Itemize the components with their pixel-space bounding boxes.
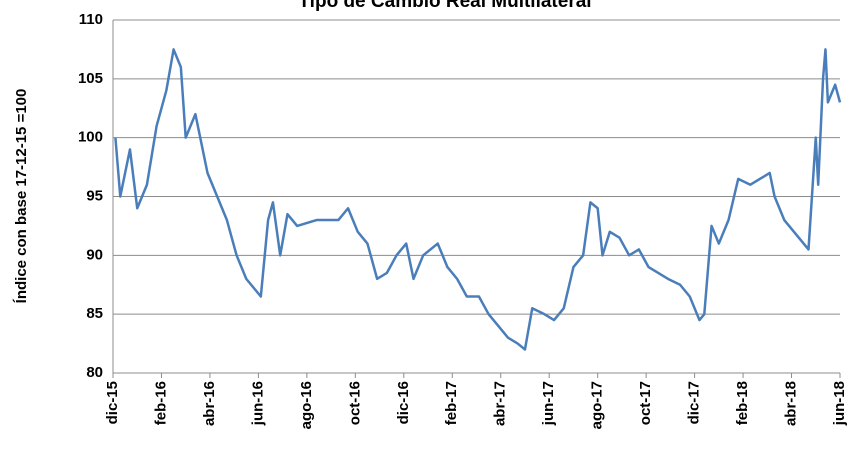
x-tick-label: ago-17 bbox=[589, 381, 606, 429]
x-tick-label: dic-15 bbox=[104, 381, 121, 424]
x-tick-label: abr-16 bbox=[201, 381, 218, 426]
x-tick-label: abr-17 bbox=[492, 381, 509, 426]
x-tick-label: dic-17 bbox=[686, 381, 703, 424]
x-tick-label: abr-18 bbox=[783, 381, 800, 426]
x-tick-label: feb-16 bbox=[152, 381, 169, 425]
x-tick-label: jun-17 bbox=[540, 381, 557, 426]
x-tick-label: ago-16 bbox=[298, 381, 315, 429]
x-tick-label: jun-16 bbox=[249, 381, 266, 426]
x-tick-label: jun-18 bbox=[831, 381, 848, 426]
y-tick-label: 105 bbox=[78, 70, 103, 87]
y-tick-label: 90 bbox=[86, 246, 103, 263]
x-tick-label: dic-16 bbox=[395, 381, 412, 424]
x-tick-label: feb-17 bbox=[443, 381, 460, 425]
data-line bbox=[114, 48, 842, 351]
y-axis-label: Índice con base 17-12-15 =100 bbox=[13, 89, 30, 304]
y-tick-label: 95 bbox=[86, 187, 103, 204]
chart-title: Tipo de Cambio Real Multilateral bbox=[298, 0, 591, 12]
y-tick-label: 85 bbox=[86, 305, 103, 322]
x-tick-label: oct-16 bbox=[346, 381, 363, 425]
y-tick-label: 110 bbox=[79, 11, 103, 28]
y-tick-label: 100 bbox=[78, 129, 103, 146]
x-tick-label: feb-18 bbox=[734, 381, 751, 425]
y-tick-label: 80 bbox=[86, 364, 103, 381]
x-tick-label: oct-17 bbox=[637, 381, 654, 425]
